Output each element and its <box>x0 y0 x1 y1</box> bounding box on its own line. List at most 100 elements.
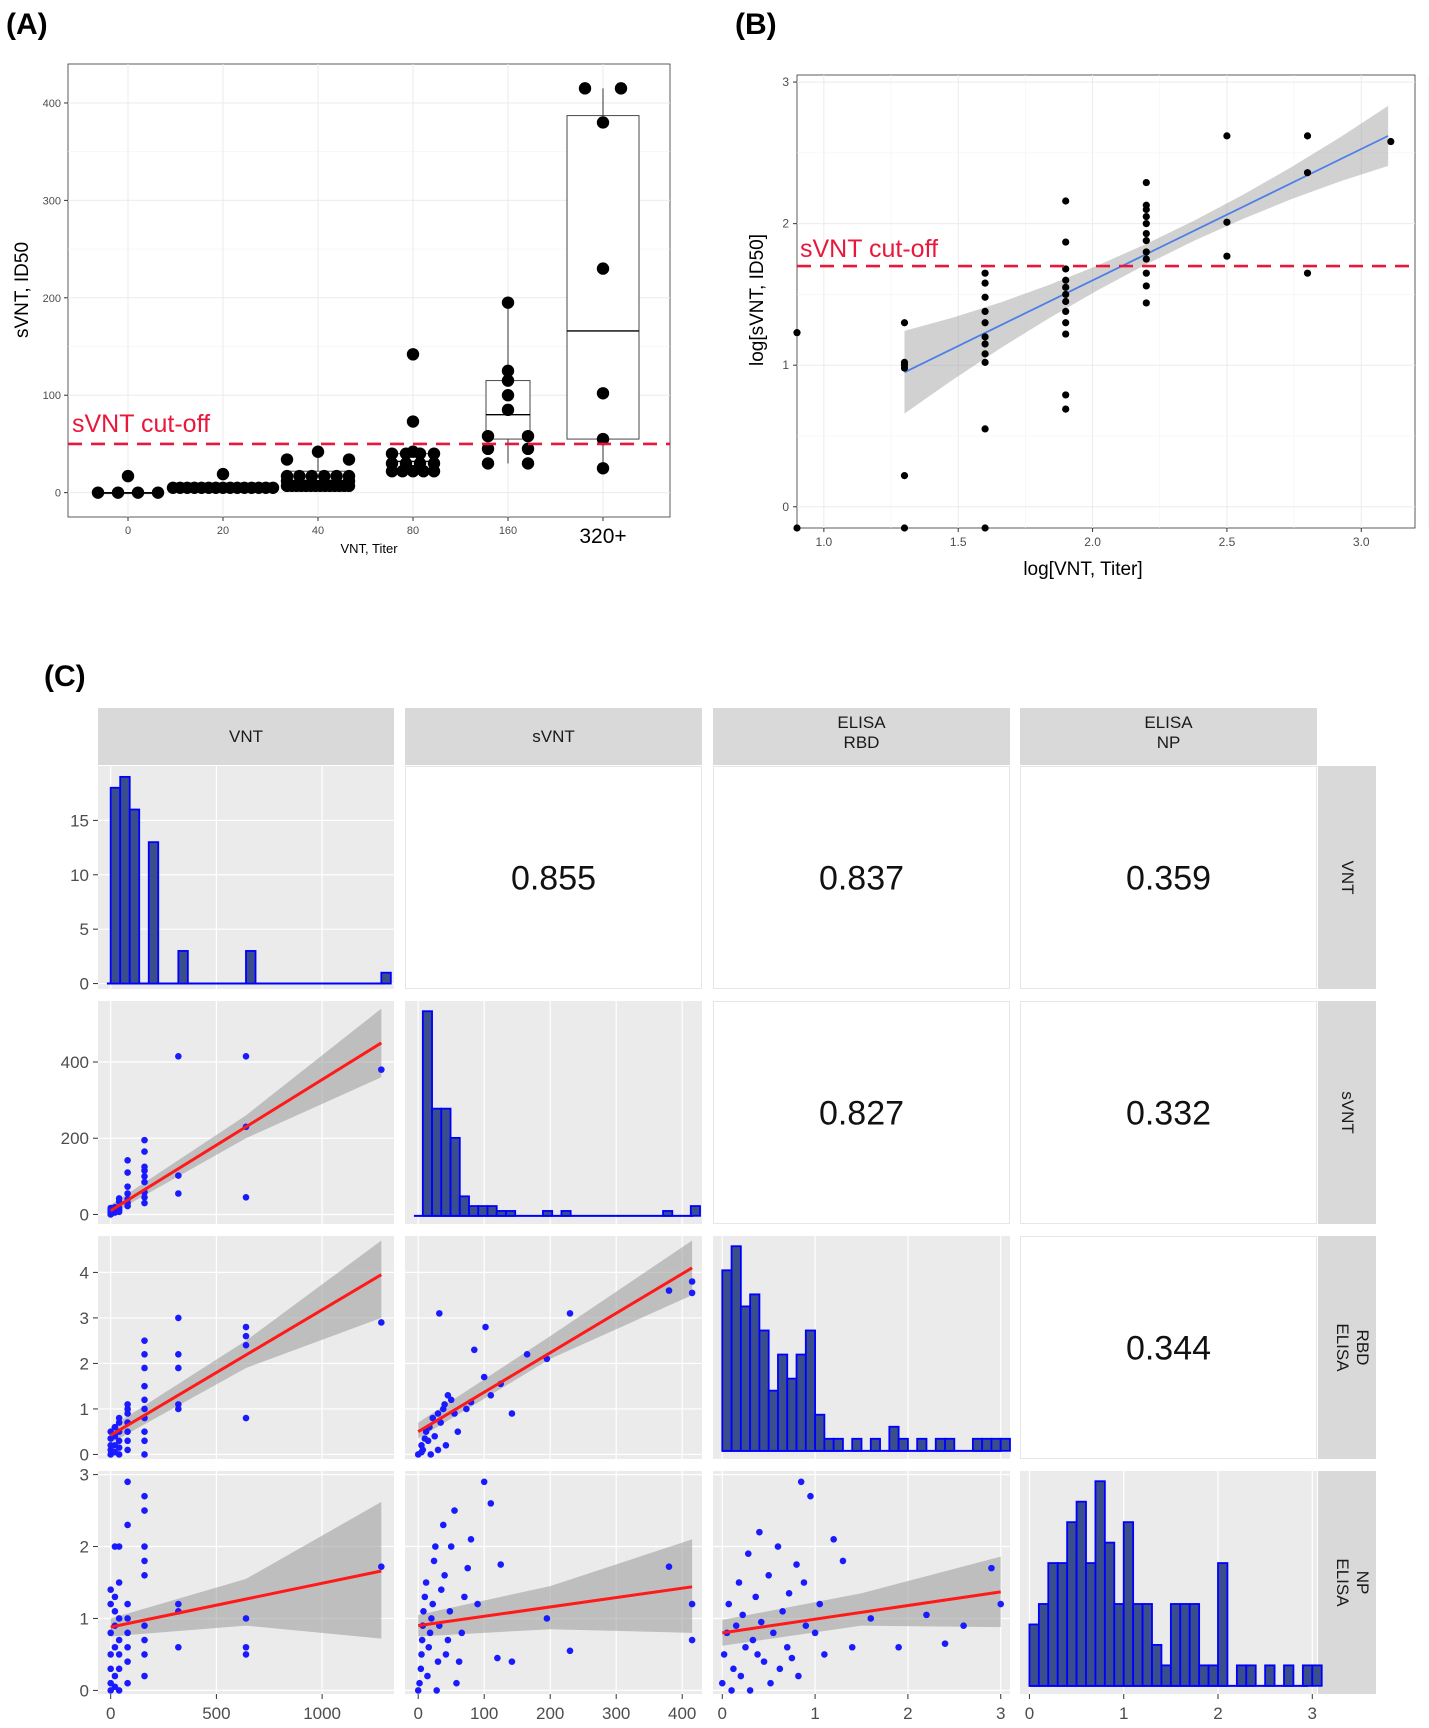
b-data-point <box>1062 330 1070 338</box>
c-scatter-point <box>455 1658 463 1665</box>
c-scatter-point <box>800 1579 808 1586</box>
c-scatter-point <box>141 1382 148 1390</box>
b-data-point <box>1303 169 1312 177</box>
b-data-point <box>900 524 909 532</box>
c-y-tick-label: 0 <box>80 1681 89 1700</box>
c-scatter-point <box>115 1195 123 1202</box>
c-scatter-point <box>242 1332 250 1340</box>
c-y-tick-label: 200 <box>61 1129 89 1148</box>
c-scatter-point <box>175 1405 182 1413</box>
b-data-point <box>1142 248 1150 256</box>
c-y-tick-label: 5 <box>80 920 89 939</box>
c-scatter-point <box>124 1615 131 1622</box>
c-hist-bar <box>486 1205 498 1217</box>
c-scatter-point <box>467 1536 475 1543</box>
b-data-point <box>1142 212 1150 221</box>
c-scatter-point <box>115 1444 123 1451</box>
c-fit-line <box>417 1266 693 1433</box>
c-scatter-point <box>447 1543 455 1550</box>
a-x-tick-label: 160 <box>499 525 517 537</box>
c-scatter-point <box>446 1607 454 1615</box>
b-data-point <box>900 472 909 480</box>
b-data-point <box>1142 205 1150 214</box>
b-x-tick-label: 2.5 <box>1219 535 1236 549</box>
b-x-tick-label: 2.0 <box>1084 535 1101 549</box>
b-data-point <box>1142 269 1150 277</box>
c-hist-bar <box>1066 1521 1078 1687</box>
c-scatter-point <box>141 1543 148 1550</box>
c-scatter-point <box>997 1600 1005 1608</box>
a-data-point <box>318 469 331 483</box>
c-scatter-point <box>566 1310 574 1317</box>
a-data-point <box>280 469 294 483</box>
c-scatter-point <box>420 1607 427 1615</box>
a-data-point <box>596 432 610 446</box>
c-hist-bar <box>1264 1664 1276 1687</box>
a-data-point <box>481 429 495 443</box>
c-x-tick-label: 100 <box>470 1704 498 1723</box>
c-scatter-point <box>444 1391 452 1399</box>
c-hist-bar <box>177 950 189 985</box>
c-hist-bar <box>777 1353 789 1452</box>
c-col-strip <box>1020 708 1317 765</box>
c-hist-bar <box>767 1389 779 1452</box>
b-data-point <box>1062 297 1070 306</box>
b-data-point <box>1062 197 1070 205</box>
a-data-point <box>501 296 515 309</box>
c-scatter-point <box>141 1199 148 1207</box>
c-scatter-point <box>434 1658 442 1665</box>
c-scatter-point <box>458 1629 466 1637</box>
c-hist-bar <box>1301 1664 1314 1687</box>
c-scatter-point <box>434 1410 442 1417</box>
c-scatter-point <box>115 1651 123 1658</box>
c-scatter-point <box>115 1579 123 1586</box>
c-hist-bar <box>999 1437 1011 1452</box>
c-scatter-point <box>430 1557 438 1565</box>
c-confidence-band <box>110 1240 382 1444</box>
c-x-tick-label: 1000 <box>303 1704 341 1723</box>
c-hist-bar <box>1028 1623 1040 1687</box>
c-scatter-point <box>115 1665 123 1673</box>
b-data-point <box>900 364 909 372</box>
c-hist-bar <box>119 775 131 985</box>
a-data-point <box>406 348 420 361</box>
c-col-strip <box>98 708 394 765</box>
c-x-tick-label: 2 <box>1213 1704 1222 1723</box>
a-data-point <box>305 469 318 483</box>
c-scatter-point <box>688 1636 696 1644</box>
c-scatter-point <box>124 1600 131 1608</box>
c-y-tick-label: 0 <box>80 1445 89 1464</box>
b-data-point <box>981 319 989 327</box>
c-scatter-point <box>434 1446 442 1454</box>
c-hist-bar <box>823 1437 835 1452</box>
c-x-tick-label: 300 <box>602 1704 630 1723</box>
c-scatter-point <box>720 1651 728 1658</box>
c-corr-cell <box>1020 766 1317 989</box>
c-col-strip-label: ELISA <box>1144 713 1193 732</box>
a-data-point <box>406 445 420 458</box>
c-scatter-point <box>242 1052 250 1060</box>
a-y-tick-label: 300 <box>43 195 61 207</box>
c-x-tick-label: 3 <box>996 1704 1005 1723</box>
c-hist-bar <box>1085 1562 1097 1687</box>
a-data-point <box>501 403 515 417</box>
c-scatter-point <box>124 1190 131 1197</box>
c-scatter-point <box>688 1289 696 1297</box>
c-scatter-point <box>494 1654 501 1662</box>
c-scatter-point <box>111 1607 119 1615</box>
c-scatter-point <box>487 1500 495 1507</box>
c-scatter-point <box>418 1651 425 1658</box>
c-hist-bar <box>916 1437 928 1452</box>
c-scatter-point <box>242 1651 250 1658</box>
a-data-point <box>413 457 427 470</box>
c-scatter-point <box>115 1543 123 1550</box>
c-scatter-point <box>433 1687 440 1694</box>
c-x-tick-label: 2 <box>903 1704 912 1723</box>
c-scatter-point <box>728 1687 735 1694</box>
c-hist-bar <box>560 1210 572 1217</box>
a-data-point <box>406 415 420 428</box>
a-data-point <box>481 457 495 470</box>
c-scatter-point <box>115 1636 123 1644</box>
c-hist-bar <box>1151 1643 1163 1687</box>
c-col-strip-label: ELISA <box>837 713 886 732</box>
